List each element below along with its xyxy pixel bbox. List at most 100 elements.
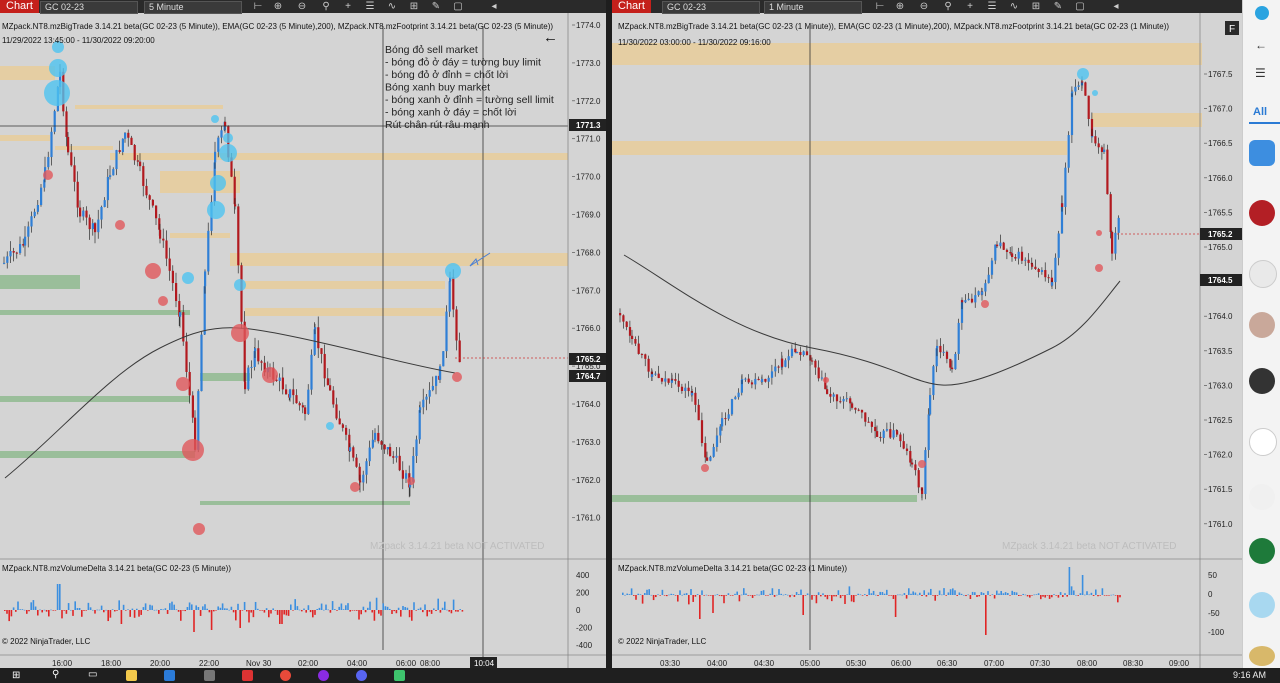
candle-body [91,223,94,230]
back-arrow-icon[interactable]: ← [1255,38,1267,52]
app-icon[interactable] [394,670,405,681]
right-timeframe-select[interactable]: 1 Minute [764,1,862,14]
volume-delta-bar [923,590,925,595]
properties-icon[interactable]: ☰ [365,1,375,12]
file-explorer-icon[interactable] [126,670,137,681]
right-instrument-select[interactable]: GC 02-23 [662,1,760,14]
chat-avatar[interactable] [1249,200,1275,226]
candle-body [754,378,757,385]
volume-delta-bar [210,610,213,630]
candle-body [43,179,46,188]
indicators-icon[interactable]: ∿ [387,1,397,12]
chat-avatar[interactable] [1249,484,1275,510]
crosshair-icon[interactable]: + [345,1,351,12]
chat-avatar[interactable] [1249,312,1275,338]
zoom-in-icon[interactable]: ⊕ [273,1,283,12]
volume-delta-bar [879,591,881,595]
candle-body [185,341,188,372]
left-price-chart[interactable]: MZpack.NT8.mzBigTrade 3.14.21 beta(GC 02… [0,13,606,668]
telegram-icon[interactable] [1255,6,1269,20]
time-tick-label: 06:00 [396,659,417,668]
candle-body [175,283,178,302]
chat-avatar[interactable] [1249,592,1275,618]
volume-delta-bar [182,610,184,611]
indicators-icon[interactable]: ∿ [1009,1,1019,12]
window-separator[interactable] [606,0,612,668]
chat-avatar[interactable] [1249,368,1275,394]
price-level-zone [0,66,55,80]
windows-start-icon[interactable]: ⊞ [12,670,21,681]
left-time-axis: 16:00 18:00 20:00 22:00 Nov 30 02:00 04:00 06:0… [52,659,441,668]
candle-body [371,439,374,448]
right-price-chart[interactable]: MZpack.NT8.mzBigTrade 3.14.21 beta(GC 02… [612,13,1242,668]
chat-avatar[interactable] [1249,140,1275,166]
candle-body [244,381,247,390]
search-icon[interactable]: ⚲ [52,669,60,680]
volume-delta-bar [1004,592,1007,595]
volume-delta-bar [965,595,967,597]
window-icon[interactable]: ▢ [453,1,463,12]
volume-delta-bar [241,610,244,611]
volume-delta-bar [989,595,991,596]
volume-delta-bar [270,610,272,614]
volume-delta-bar [325,604,327,610]
properties-icon[interactable]: ☰ [987,1,997,12]
link-icon[interactable]: ⚲ [944,1,952,12]
candle-body [664,378,667,382]
chrome-icon[interactable] [280,670,291,681]
strategies-icon[interactable]: ⊞ [1031,1,1041,12]
price-level-zone [0,451,195,458]
candle-body [730,399,734,415]
volume-delta-bar [439,610,442,613]
drawing-tools-icon[interactable]: ✎ [1053,1,1063,12]
menu-icon[interactable]: ☰ [1255,66,1266,80]
app-icon[interactable] [242,670,253,681]
left-chart-window[interactable]: Chart GC 02-23 5 Minute ⊢ ⊕ ⊖ ⚲ + ☰ ∿ ⊞ … [0,0,606,668]
volume-delta-bar [976,595,978,598]
f-button[interactable] [1225,21,1239,35]
time-tick-label: 06:00 [891,659,912,668]
app-icon[interactable] [204,670,215,681]
volume-delta-bar [125,610,127,611]
bar-style-icon[interactable]: ⊢ [253,1,263,12]
app-icon[interactable] [318,670,329,681]
zoom-out-icon[interactable]: ⊖ [297,1,307,12]
strategies-icon[interactable]: ⊞ [409,1,419,12]
volume-delta-bar [428,610,431,612]
candle-body [386,447,389,450]
zoom-in-icon[interactable]: ⊕ [895,1,905,12]
left-chart-tab[interactable]: Chart [0,0,39,13]
drawing-tools-icon[interactable]: ✎ [431,1,441,12]
task-view-icon[interactable]: ▭ [88,669,98,680]
volume-delta-bar [98,609,101,611]
back-arrow-icon[interactable]: ← [543,29,558,46]
link-icon[interactable]: ⚲ [322,1,330,12]
mail-icon[interactable] [164,670,175,681]
price-level-zone [0,396,190,402]
crosshair-icon[interactable]: + [967,1,973,12]
left-instrument-select[interactable]: GC 02-23 [40,1,138,14]
volume-icon[interactable]: ◂ [1113,1,1119,12]
candle-body [794,348,797,353]
right-chart-tab[interactable]: Chart [612,0,651,13]
right-chart-window[interactable]: Chart GC 02-23 1 Minute ⊢ ⊕ ⊖ ⚲ + ☰ ∿ ⊞ … [612,0,1242,668]
chat-avatar[interactable] [1249,646,1275,666]
zoom-out-icon[interactable]: ⊖ [919,1,929,12]
chat-avatar[interactable] [1249,538,1275,564]
candle-body [781,358,784,367]
volume-delta-bar [771,588,774,595]
chat-avatar[interactable] [1249,428,1277,456]
all-tab[interactable]: All [1253,106,1268,118]
chat-avatar[interactable] [1249,260,1277,288]
left-timeframe-select[interactable]: 5 Minute [144,1,242,14]
candle-body [811,360,814,362]
volume-icon[interactable]: ◂ [491,1,497,12]
volume-delta-bar [927,592,930,595]
window-icon[interactable]: ▢ [1075,1,1085,12]
candle-body [694,392,697,405]
candle-body [874,426,877,432]
candle-body [1011,253,1014,257]
discord-icon[interactable] [356,670,367,681]
bar-style-icon[interactable]: ⊢ [875,1,885,12]
volume-delta-bar [866,595,868,597]
